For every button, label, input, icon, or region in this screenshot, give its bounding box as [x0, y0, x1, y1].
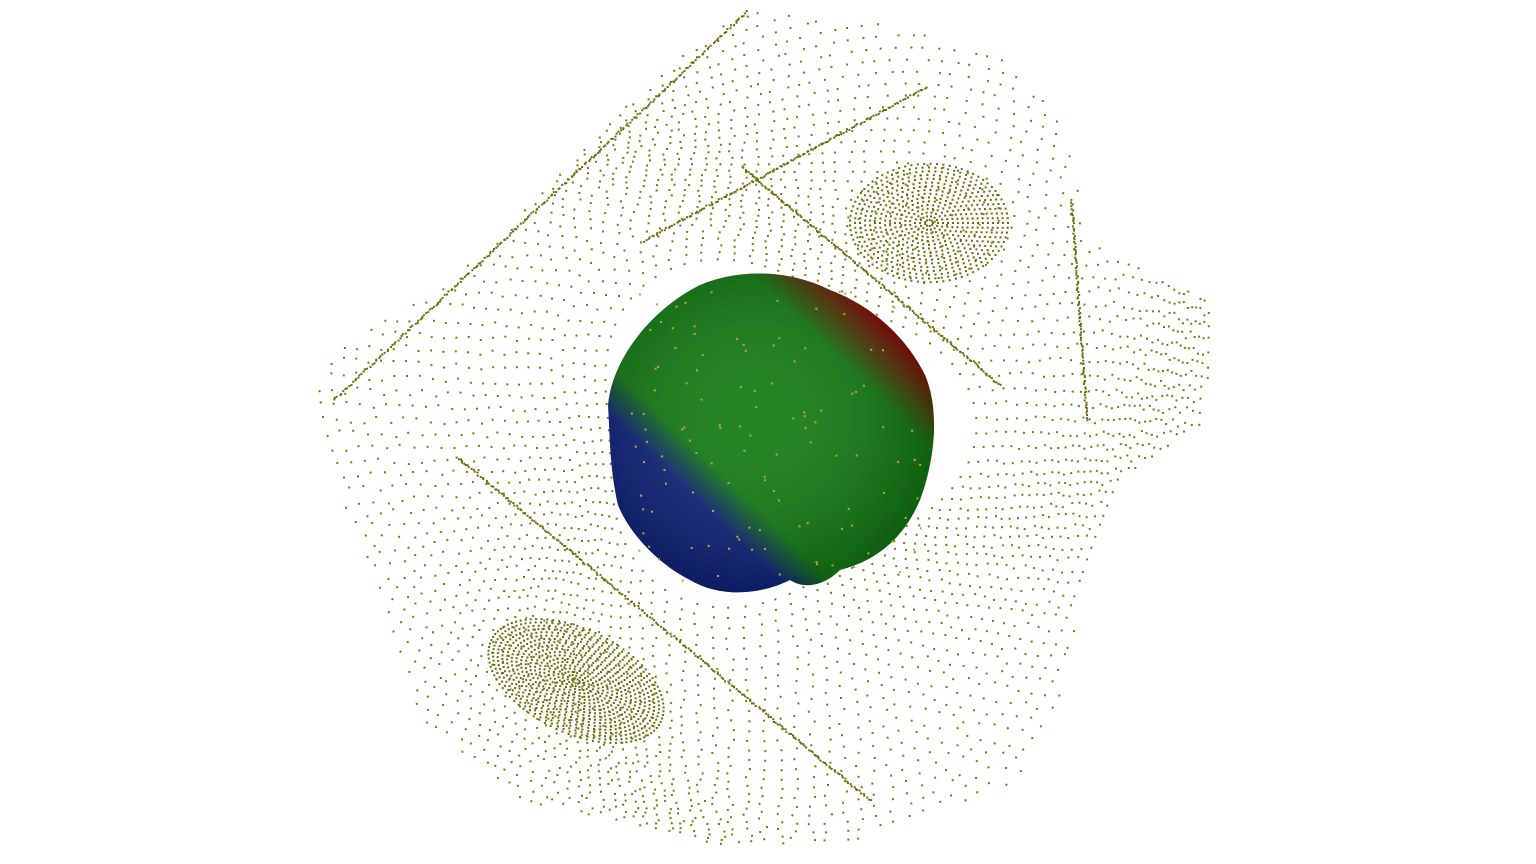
- segmented-mesh-object[interactable]: [608, 273, 935, 593]
- point-cloud: [318, 10, 1210, 845]
- point-cloud-overlay: [630, 290, 922, 582]
- mesh-shading: [608, 273, 935, 593]
